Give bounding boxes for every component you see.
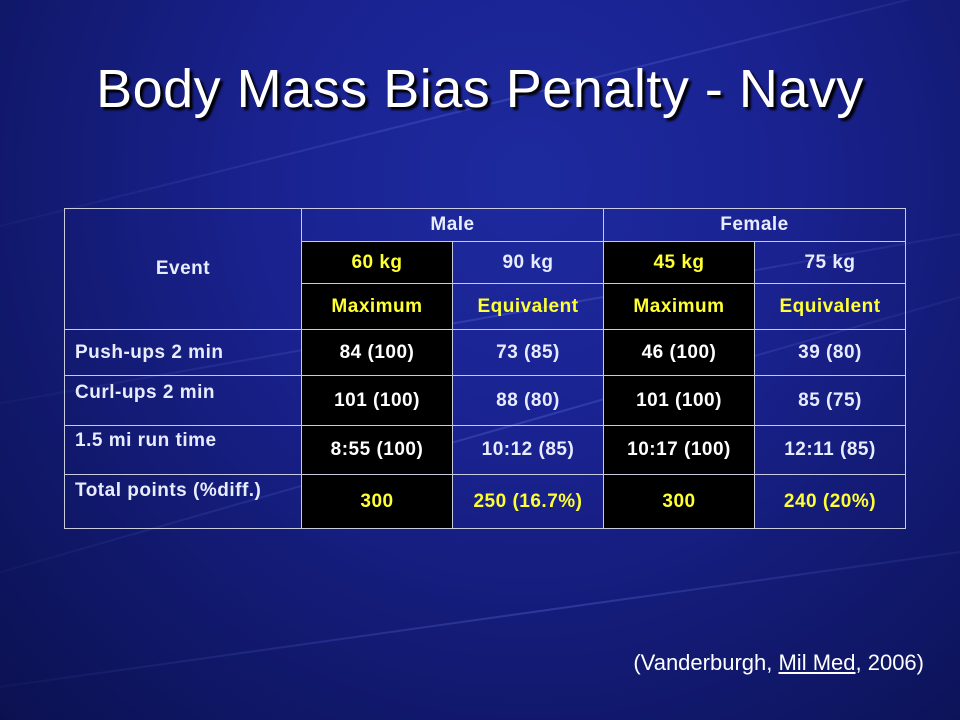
- table-cell: 84 (100): [301, 329, 453, 376]
- table-cell: 300: [603, 474, 755, 529]
- event-label: Total points (%diff.): [64, 474, 302, 529]
- event-label: 1.5 mi run time: [64, 425, 302, 475]
- weight-header: 75 kg: [754, 241, 906, 284]
- event-label: Curl-ups 2 min: [64, 375, 302, 426]
- table-cell: 85 (75): [754, 375, 906, 426]
- citation-close: , 2006): [855, 650, 925, 675]
- weight-header: 45 kg: [603, 241, 755, 284]
- weight-header: 60 kg: [301, 241, 453, 284]
- table-row: Push-ups 2 min 84 (100) 73 (85) 46 (100)…: [64, 329, 906, 376]
- citation-journal: Mil Med: [778, 650, 856, 675]
- slide-title: Body Mass Bias Penalty - Navy: [96, 59, 864, 119]
- score-type-header: Maximum: [603, 283, 755, 330]
- table-cell: 250 (16.7%): [452, 474, 604, 529]
- event-label: Push-ups 2 min: [64, 329, 302, 376]
- table-cell: 10:17 (100): [603, 425, 755, 475]
- citation-open: (Vanderburgh,: [633, 650, 779, 675]
- citation: (Vanderburgh, Mil Med, 2006): [633, 650, 924, 676]
- table-cell: 73 (85): [452, 329, 604, 376]
- group-header-female: Female: [603, 208, 906, 242]
- weight-header: 90 kg: [452, 241, 604, 284]
- score-type-header: Maximum: [301, 283, 453, 330]
- table-cell: 300: [301, 474, 453, 529]
- table-cell: 101 (100): [603, 375, 755, 426]
- table-cell: 88 (80): [452, 375, 604, 426]
- score-type-header: Equivalent: [754, 283, 906, 330]
- table-row: Curl-ups 2 min 101 (100) 88 (80) 101 (10…: [64, 375, 906, 426]
- table-cell: 39 (80): [754, 329, 906, 376]
- group-header-male: Male: [301, 208, 604, 242]
- table-row: Total points (%diff.) 300 250 (16.7%) 30…: [64, 474, 906, 529]
- table-cell: 8:55 (100): [301, 425, 453, 475]
- score-type-header: Equivalent: [452, 283, 604, 330]
- table-cell: 101 (100): [301, 375, 453, 426]
- fitness-score-table: Event Male Female 60 kg 90 kg 45 kg 75 k…: [64, 208, 906, 529]
- table-cell: 46 (100): [603, 329, 755, 376]
- table-cell: 12:11 (85): [754, 425, 906, 475]
- table-row: 1.5 mi run time 8:55 (100) 10:12 (85) 10…: [64, 425, 906, 475]
- table-cell: 240 (20%): [754, 474, 906, 529]
- event-header: Event: [64, 208, 302, 330]
- table-cell: 10:12 (85): [452, 425, 604, 475]
